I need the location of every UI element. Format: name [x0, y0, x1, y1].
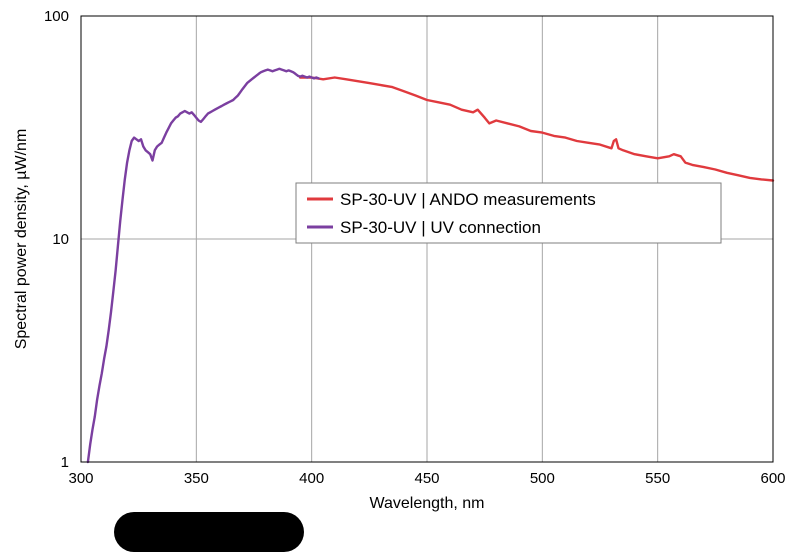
x-tick-label: 600	[760, 470, 785, 487]
y-tick-label: 10	[52, 231, 69, 248]
y-axis-title: Spectral power density, µW/nm	[13, 129, 30, 350]
legend-label-ando: SP-30-UV | ANDO measurements	[340, 190, 596, 209]
x-tick-label: 500	[530, 470, 555, 487]
legend-box	[295, 182, 722, 244]
tick-labels: 300 350 400 450 500 550 600 1 10 100	[44, 8, 786, 487]
y-tick-label: 1	[61, 454, 69, 471]
decorative-black-shape	[114, 512, 304, 552]
x-tick-label: 400	[299, 470, 324, 487]
legend: SP-30-UV | ANDO measurements SP-30-UV | …	[295, 182, 722, 244]
series-line-0	[298, 76, 775, 182]
y-tick-label: 100	[44, 8, 69, 25]
series-line-1	[86, 67, 320, 464]
chart-background	[0, 0, 805, 522]
x-axis-title: Wavelength, nm	[369, 495, 484, 512]
x-tick-label: 350	[184, 470, 209, 487]
series-lines	[86, 67, 775, 464]
legend-label-uv: SP-30-UV | UV connection	[340, 218, 541, 237]
x-tick-label: 300	[68, 470, 93, 487]
plot-frame	[80, 15, 774, 463]
x-tick-label: 450	[414, 470, 439, 487]
x-tick-label: 550	[645, 470, 670, 487]
line-chart: 300 350 400 450 500 550 600 1 10 100 Wavelength, …	[0, 0, 805, 522]
